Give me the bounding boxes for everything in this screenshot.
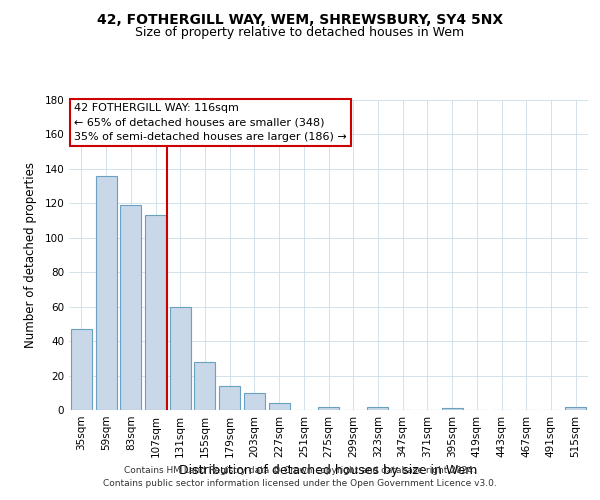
Bar (318, 406, 339, 410)
Bar (71, 329, 92, 410)
Bar (194, 362, 215, 410)
Text: Contains HM Land Registry data © Crown copyright and database right 2024.
Contai: Contains HM Land Registry data © Crown c… (103, 466, 497, 487)
Bar (244, 393, 265, 410)
Bar (170, 306, 191, 410)
Bar (269, 403, 290, 410)
Bar (145, 216, 166, 410)
Bar (565, 406, 586, 410)
Text: Size of property relative to detached houses in Wem: Size of property relative to detached ho… (136, 26, 464, 39)
Text: 42 FOTHERGILL WAY: 116sqm
← 65% of detached houses are smaller (348)
35% of semi: 42 FOTHERGILL WAY: 116sqm ← 65% of detac… (74, 103, 347, 142)
Text: 42, FOTHERGILL WAY, WEM, SHREWSBURY, SY4 5NX: 42, FOTHERGILL WAY, WEM, SHREWSBURY, SY4… (97, 12, 503, 26)
Bar (442, 408, 463, 410)
X-axis label: Distribution of detached houses by size in Wem: Distribution of detached houses by size … (179, 464, 478, 477)
Y-axis label: Number of detached properties: Number of detached properties (25, 162, 37, 348)
Bar (219, 386, 240, 410)
Bar (367, 406, 388, 410)
Bar (95, 176, 116, 410)
Bar (120, 205, 141, 410)
